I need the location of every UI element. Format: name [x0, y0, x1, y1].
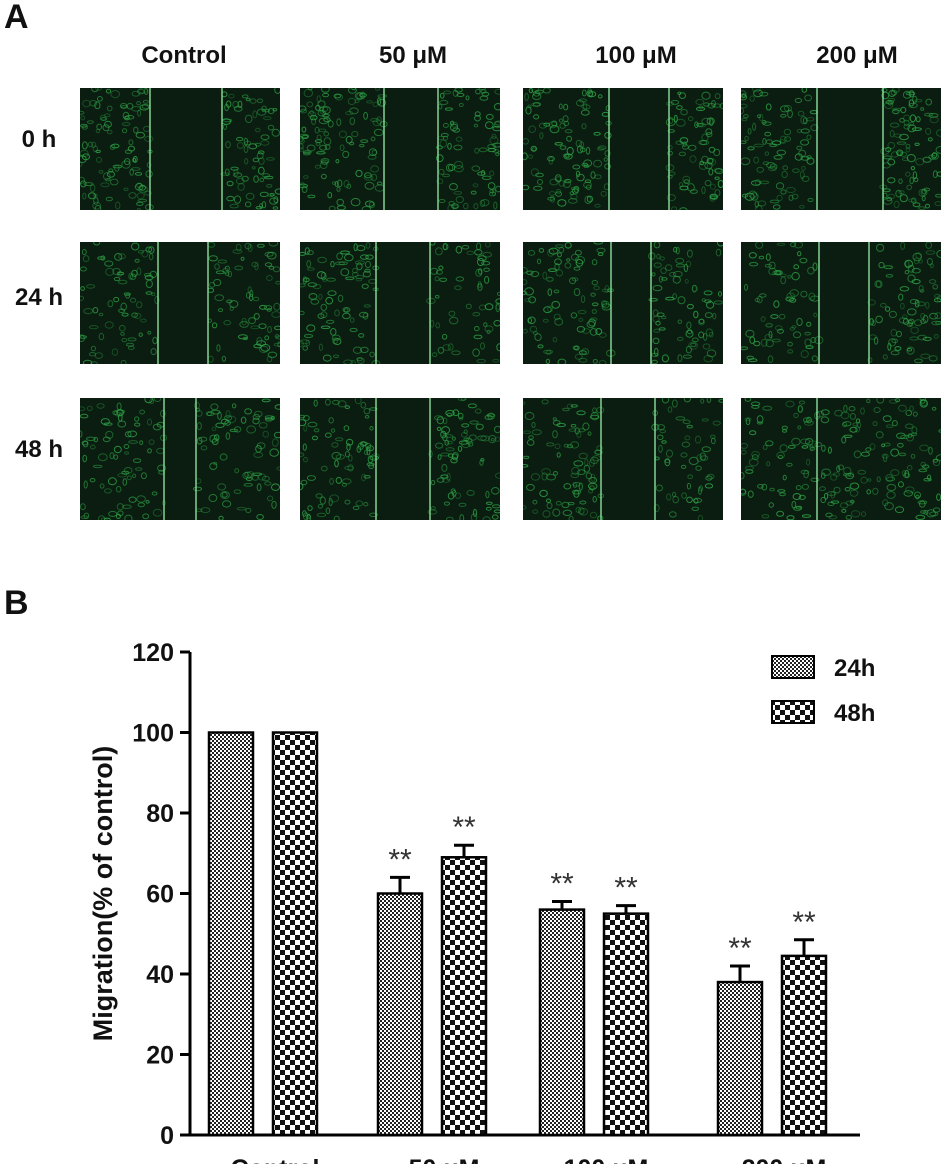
y-tick-label: 40 — [146, 961, 174, 989]
row-label-0h: 0 h — [21, 126, 57, 153]
significance-label: ** — [452, 811, 476, 844]
column-label-200um: 200 μM — [816, 42, 898, 69]
significance-label: ** — [388, 843, 412, 876]
x-tick-label: 200 μM — [742, 1155, 827, 1164]
micrograph-0-2 — [523, 88, 723, 210]
significance-label: ** — [792, 906, 816, 939]
micrograph-2-0 — [80, 398, 280, 520]
micrograph-0-1 — [300, 88, 500, 210]
legend-swatch-24h — [771, 655, 815, 679]
significance-label: ** — [550, 868, 574, 901]
column-label-100um: 100 μM — [595, 42, 677, 69]
bar-48h-3 — [780, 954, 828, 1137]
row-label-24h: 24 h — [14, 284, 64, 311]
x-tick-label: Control — [231, 1155, 320, 1164]
bar-24h-2 — [538, 908, 586, 1137]
micrograph-0-3 — [741, 88, 941, 210]
y-tick-label: 20 — [146, 1042, 174, 1070]
bar-24h-3 — [716, 980, 764, 1137]
y-tick-label: 100 — [132, 720, 174, 748]
column-label-control: Control — [141, 42, 227, 69]
micrograph-0-0 — [80, 88, 280, 210]
y-tick-label: 60 — [146, 881, 174, 909]
legend-label-24h: 24h — [834, 655, 875, 682]
y-tick-label: 120 — [132, 639, 174, 667]
micrograph-1-2 — [523, 242, 723, 364]
bar-24h-1 — [376, 892, 424, 1137]
significance-label: ** — [728, 932, 752, 965]
bar-24h-0 — [207, 731, 255, 1137]
panel-b-letter: B — [4, 584, 29, 622]
bar-48h-2 — [602, 912, 650, 1137]
bar-48h-0 — [271, 731, 319, 1137]
legend-label-48h: 48h — [834, 700, 875, 727]
bar-48h-1 — [440, 856, 488, 1137]
y-axis-label: Migration(% of control) — [88, 746, 118, 1041]
row-label-48h: 48 h — [14, 436, 64, 463]
micrograph-2-3 — [741, 398, 941, 520]
micrograph-1-1 — [300, 242, 500, 364]
y-tick-label: 0 — [160, 1122, 174, 1150]
micrograph-2-2 — [523, 398, 723, 520]
micrograph-2-1 — [300, 398, 500, 520]
legend-swatch-48h — [771, 700, 815, 724]
significance-label: ** — [614, 872, 638, 905]
x-tick-label: 100 μM — [564, 1155, 649, 1164]
micrograph-1-3 — [741, 242, 941, 364]
migration-bar-chart: 0 20 40 60 80 100 120 Migration(% of control) Co… — [0, 580, 946, 1169]
column-label-50um: 50 μM — [378, 42, 448, 69]
micrograph-1-0 — [80, 242, 280, 364]
x-tick-label: 50 μM — [409, 1155, 480, 1164]
panel-a-letter: A — [4, 0, 29, 36]
y-tick-label: 80 — [146, 800, 174, 828]
